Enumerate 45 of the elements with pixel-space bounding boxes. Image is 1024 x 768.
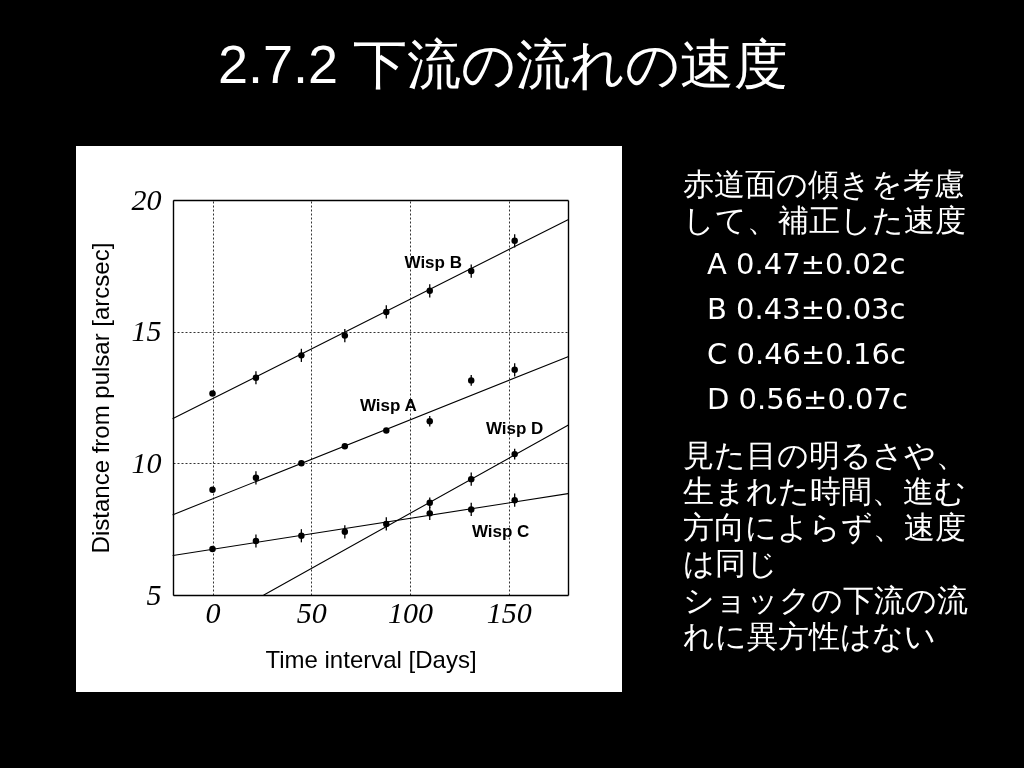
point xyxy=(426,510,433,517)
point xyxy=(252,537,260,545)
x-tick-label: 0 xyxy=(205,595,221,629)
point xyxy=(252,474,260,482)
point xyxy=(209,390,216,397)
point xyxy=(511,237,518,245)
point xyxy=(383,308,390,316)
text: B 0.43±0.03c xyxy=(707,292,906,327)
y-tick-label: 15 xyxy=(131,314,162,348)
text: D 0.56±0.07c xyxy=(707,382,908,417)
series-label: Wisp C xyxy=(471,522,530,542)
x-axis-title: Time interval [Days] xyxy=(265,645,477,673)
point xyxy=(426,287,433,295)
point xyxy=(511,366,518,374)
point xyxy=(341,442,349,450)
text: ショックの下流の流れに異方性はない xyxy=(683,581,968,654)
point xyxy=(298,460,305,467)
point xyxy=(511,496,518,504)
x-tick-label: 100 xyxy=(388,595,433,629)
point xyxy=(467,267,475,275)
point xyxy=(383,520,390,528)
chart-title: 2.7.2 下流の流れの速度 xyxy=(218,34,789,94)
series-label: Wisp A xyxy=(359,396,417,416)
point xyxy=(252,374,260,381)
point xyxy=(467,475,475,483)
point xyxy=(209,545,216,553)
y-axis-title: Distance from pulsar [arcsec] xyxy=(86,242,114,554)
series-label: Wisp D xyxy=(485,419,544,439)
y-tick-label: 5 xyxy=(146,577,162,611)
point xyxy=(298,532,305,539)
point xyxy=(209,486,216,493)
x-tick-label: 50 xyxy=(296,595,327,629)
text: A 0.47±0.02c xyxy=(707,247,906,282)
point xyxy=(467,506,475,513)
text: 赤道面の傾きを考慮して、補正した速度 xyxy=(683,165,966,238)
y-tick-label: 10 xyxy=(131,445,162,479)
x-tick-label: 150 xyxy=(486,595,532,629)
point xyxy=(383,427,390,434)
point xyxy=(341,528,349,536)
point xyxy=(298,352,305,359)
series-label: Wisp B xyxy=(404,253,462,273)
text: C 0.46±0.16c xyxy=(707,337,906,372)
y-tick-label: 20 xyxy=(131,182,162,216)
text: 見た目の明るさや、生まれた時間、進む方向によらず、速度は同じ xyxy=(683,436,967,581)
point xyxy=(341,332,349,339)
